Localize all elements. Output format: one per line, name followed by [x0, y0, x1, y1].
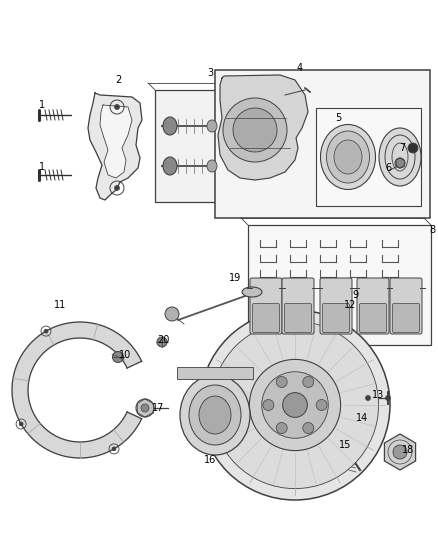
Polygon shape — [218, 75, 308, 180]
Circle shape — [393, 445, 407, 459]
Circle shape — [276, 423, 287, 433]
Text: 12: 12 — [344, 300, 356, 310]
Ellipse shape — [163, 117, 177, 135]
Text: 7: 7 — [399, 143, 405, 153]
Circle shape — [19, 422, 23, 426]
Text: 13: 13 — [372, 390, 384, 400]
Circle shape — [200, 310, 390, 500]
Bar — [316, 108, 421, 206]
Circle shape — [283, 393, 307, 417]
Ellipse shape — [163, 157, 177, 175]
Text: 20: 20 — [157, 335, 169, 345]
Polygon shape — [12, 322, 141, 458]
FancyBboxPatch shape — [390, 278, 422, 334]
Ellipse shape — [207, 120, 217, 132]
Circle shape — [44, 329, 48, 333]
Text: 3: 3 — [207, 68, 213, 78]
Text: 5: 5 — [335, 113, 341, 123]
Ellipse shape — [180, 375, 250, 455]
Text: 2: 2 — [115, 75, 121, 85]
Text: 15: 15 — [339, 440, 351, 450]
Circle shape — [263, 400, 274, 410]
Text: 9: 9 — [352, 290, 358, 300]
Polygon shape — [385, 434, 416, 470]
Circle shape — [212, 321, 378, 489]
Ellipse shape — [334, 140, 362, 174]
Text: 4: 4 — [297, 63, 303, 73]
FancyBboxPatch shape — [392, 303, 420, 333]
FancyBboxPatch shape — [357, 278, 389, 334]
Ellipse shape — [326, 131, 370, 183]
Bar — [248, 225, 431, 345]
Bar — [215, 70, 430, 218]
Circle shape — [112, 447, 116, 451]
Circle shape — [136, 399, 154, 417]
FancyBboxPatch shape — [285, 303, 311, 333]
Text: 14: 14 — [356, 413, 368, 423]
Text: 18: 18 — [402, 445, 414, 455]
FancyBboxPatch shape — [252, 303, 279, 333]
Circle shape — [141, 404, 149, 412]
Circle shape — [303, 376, 314, 387]
Circle shape — [165, 307, 179, 321]
Circle shape — [223, 98, 287, 162]
Ellipse shape — [207, 160, 217, 172]
Circle shape — [157, 337, 167, 347]
Circle shape — [262, 372, 328, 438]
FancyBboxPatch shape — [320, 278, 352, 334]
Bar — [177, 367, 253, 379]
Circle shape — [303, 423, 314, 433]
Text: 10: 10 — [119, 350, 131, 360]
Text: 19: 19 — [229, 273, 241, 283]
Ellipse shape — [199, 396, 231, 434]
Ellipse shape — [379, 128, 421, 186]
Circle shape — [113, 351, 124, 362]
Circle shape — [365, 395, 371, 400]
Text: 11: 11 — [54, 300, 66, 310]
Polygon shape — [100, 105, 132, 178]
Ellipse shape — [321, 125, 375, 190]
Circle shape — [316, 400, 327, 410]
Text: 1: 1 — [39, 162, 45, 172]
Text: 16: 16 — [204, 455, 216, 465]
Circle shape — [114, 185, 120, 190]
Text: 8: 8 — [429, 225, 435, 235]
Ellipse shape — [189, 385, 241, 445]
Circle shape — [114, 104, 120, 109]
Ellipse shape — [242, 287, 262, 297]
Text: 1: 1 — [39, 100, 45, 110]
FancyBboxPatch shape — [282, 278, 314, 334]
Circle shape — [395, 158, 405, 168]
Circle shape — [249, 359, 341, 450]
Circle shape — [408, 143, 418, 153]
Circle shape — [385, 395, 391, 400]
Bar — [155, 90, 225, 202]
Circle shape — [276, 376, 287, 387]
Text: 6: 6 — [385, 163, 391, 173]
Circle shape — [233, 108, 277, 152]
FancyBboxPatch shape — [250, 278, 282, 334]
Text: 17: 17 — [152, 403, 164, 413]
FancyBboxPatch shape — [360, 303, 386, 333]
Polygon shape — [88, 93, 142, 200]
FancyBboxPatch shape — [322, 303, 350, 333]
